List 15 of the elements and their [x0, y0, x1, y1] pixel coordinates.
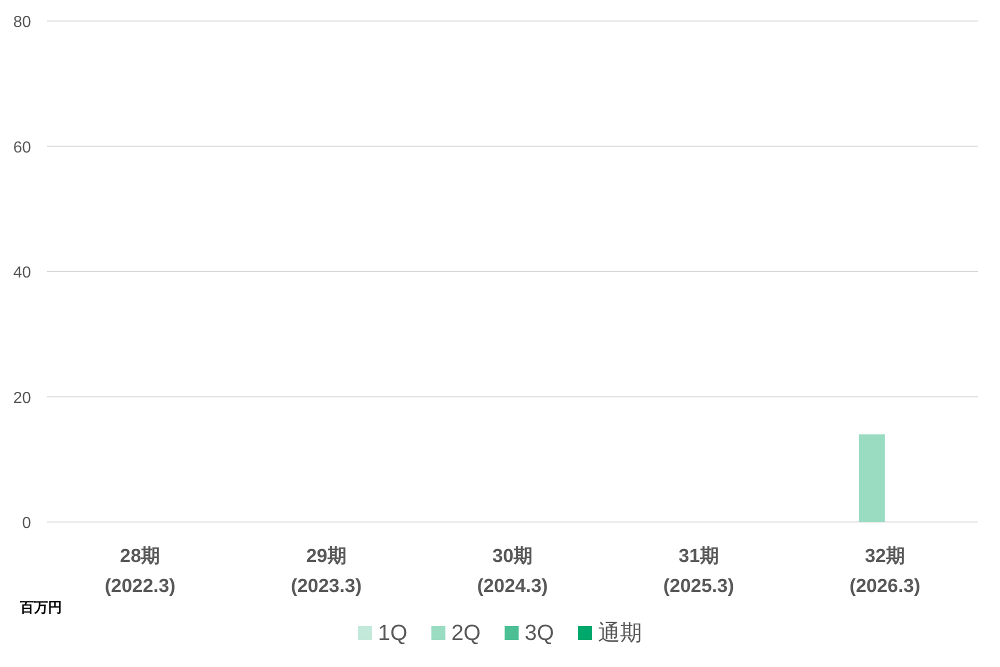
- legend-label: 2Q: [451, 620, 481, 645]
- legend-label: 1Q: [378, 620, 408, 645]
- y-tick-label: 80: [13, 14, 32, 31]
- legend-label: 通期: [598, 620, 642, 645]
- x-tick-label: 31期 (2025.3): [663, 546, 734, 597]
- y-axis-title: 百万円: [19, 599, 62, 615]
- y-tick-label: 40: [13, 264, 32, 282]
- x-tick-label: 30期 (2024.3): [477, 546, 548, 597]
- x-tick-label: 32期 (2026.3): [850, 546, 920, 597]
- x-tick-label: 28期 (2022.3): [104, 546, 176, 597]
- x-tick-label: 29期 (2023.3): [290, 546, 362, 597]
- legend-label: 3Q: [524, 620, 554, 645]
- y-tick-label: 20: [13, 390, 32, 407]
- y-tick-label: 60: [13, 139, 32, 156]
- y-tick-label: 0: [22, 515, 32, 532]
